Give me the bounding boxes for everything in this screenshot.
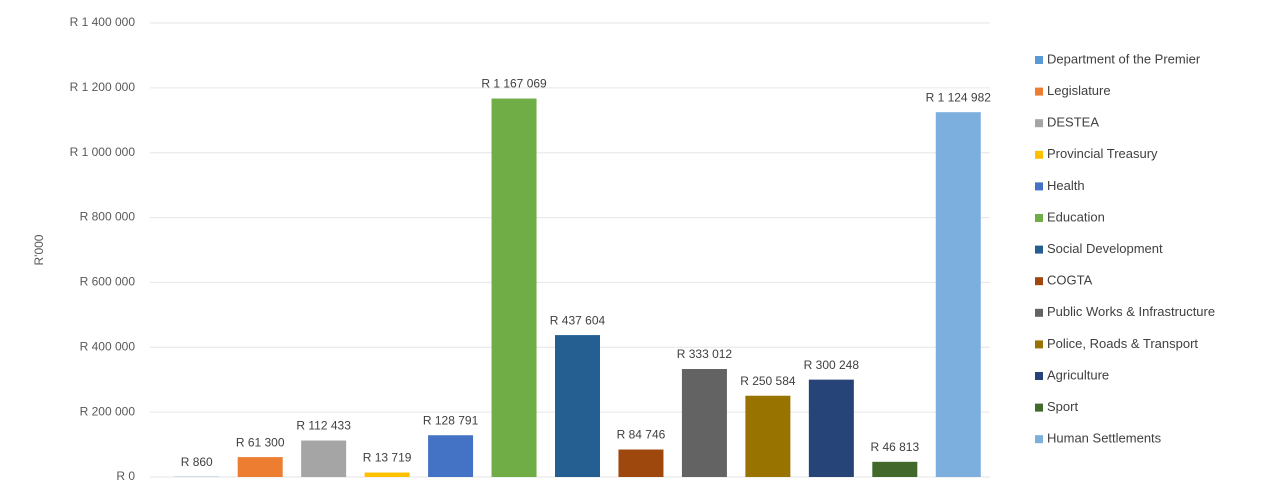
legend-swatch [1035, 403, 1043, 412]
legend-swatch [1035, 308, 1043, 317]
bar [808, 379, 854, 477]
legend-label: Sport [1047, 399, 1078, 414]
y-tick-label: R 1 000 000 [70, 145, 136, 159]
y-tick-label: R 800 000 [80, 210, 136, 224]
data-label: R 250 584 [740, 374, 796, 388]
legend-swatch [1035, 182, 1043, 191]
y-tick-label: R 0 [116, 469, 135, 483]
legend-swatch [1035, 119, 1043, 128]
data-label: R 437 604 [550, 313, 606, 327]
bar [237, 457, 283, 477]
data-label: R 1 124 982 [926, 90, 992, 104]
y-tick-label: R 200 000 [80, 404, 136, 418]
legend-label: Legislature [1047, 83, 1111, 98]
legend-swatch [1035, 245, 1043, 254]
data-label: R 300 248 [804, 358, 860, 372]
bar [872, 461, 918, 477]
legend-label: Department of the Premier [1047, 51, 1201, 66]
y-tick-label: R 1 200 000 [70, 80, 136, 94]
data-label: R 84 746 [617, 428, 666, 442]
legend-swatch [1035, 150, 1043, 159]
legend-label: Police, Roads & Transport [1047, 336, 1198, 351]
legend-swatch [1035, 435, 1043, 444]
legend-swatch [1035, 214, 1043, 222]
legend-swatch [1035, 277, 1043, 286]
bar [745, 395, 791, 477]
legend-label: Human Settlements [1047, 431, 1162, 446]
legend-label: Health [1047, 178, 1085, 193]
bar [491, 98, 537, 477]
legend-label: Agriculture [1047, 367, 1109, 382]
legend-swatch [1035, 87, 1043, 96]
data-label: R 333 012 [677, 347, 733, 361]
data-label: R 1 167 069 [481, 77, 547, 91]
data-label: R 112 433 [296, 419, 351, 433]
data-label: R 860 [181, 455, 213, 469]
y-tick-label: R 1 400 000 [70, 15, 136, 29]
bar [428, 435, 474, 477]
legend-label: Social Development [1047, 241, 1163, 256]
legend-label: COGTA [1047, 273, 1093, 288]
y-tick-label: R 400 000 [80, 339, 136, 353]
bar [681, 369, 727, 477]
bar [555, 335, 600, 477]
bar [618, 449, 664, 477]
legend-swatch [1035, 340, 1043, 349]
bar [301, 440, 347, 477]
data-label: R 128 791 [423, 413, 479, 427]
legend-label: Education [1047, 209, 1105, 224]
legend-swatch [1035, 56, 1043, 64]
bar [935, 112, 981, 477]
legend-label: DESTEA [1047, 115, 1099, 130]
legend-label: Public Works & Infrastructure [1047, 304, 1215, 319]
legend-swatch [1035, 372, 1043, 380]
bar [364, 472, 410, 477]
data-label: R 46 813 [870, 440, 919, 454]
data-label: R 61 300 [236, 435, 285, 449]
data-label: R 13 719 [363, 451, 412, 465]
y-axis-title: R'000 [32, 234, 46, 265]
legend-label: Provincial Treasury [1047, 146, 1158, 161]
y-tick-label: R 600 000 [80, 275, 136, 289]
